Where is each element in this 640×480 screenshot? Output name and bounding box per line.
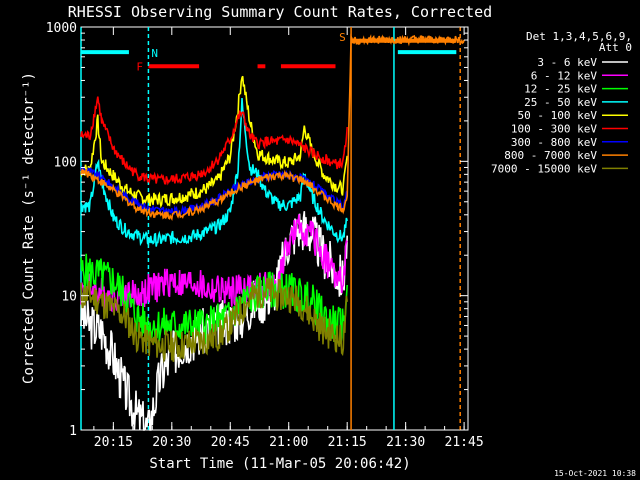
x-tick-label: 21:45	[445, 435, 484, 450]
series-line	[80, 214, 348, 313]
legend-label: 50 - 100 keV	[518, 109, 598, 122]
series-line	[80, 96, 348, 186]
series-line	[80, 97, 348, 247]
x-tick-label: 21:00	[269, 435, 308, 450]
y-tick-label: 10	[61, 290, 77, 305]
series-line	[80, 75, 348, 209]
y-tick-label: 1	[69, 424, 77, 439]
x-axis-label: Start Time (11-Mar-05 20:06:42)	[149, 456, 410, 472]
legend-label: 6 - 12 keV	[531, 69, 598, 82]
x-tick-label: 20:30	[152, 435, 191, 450]
series-line	[80, 33, 465, 222]
vertical-markers	[80, 27, 461, 430]
x-tick-label: 20:15	[94, 435, 133, 450]
legend-label: 12 - 25 keV	[524, 83, 597, 96]
x-tick-label: 21:30	[386, 435, 425, 450]
y-tick-label: 1000	[46, 21, 77, 36]
flag-label: F	[136, 60, 143, 73]
y-axis-label: Corrected Count Rate (s⁻¹ detector⁻¹)	[21, 72, 37, 384]
legend-label: 300 - 800 keV	[511, 136, 597, 149]
axes: 20:15 20:30 20:45 21:00 21:15 21:30 21:45 1 10 10…	[46, 21, 484, 450]
chart-title: RHESSI Observing Summary Count Rates, Co…	[68, 3, 492, 21]
legend-label: 100 - 300 keV	[511, 123, 597, 136]
flag-label: S	[339, 31, 346, 44]
legend-header: Att 0	[599, 41, 632, 54]
x-tick-label: 20:45	[211, 435, 250, 450]
legend-label: 7000 - 15000 keV	[491, 162, 597, 175]
legend-header: Det 1,3,4,5,6,9,	[526, 30, 632, 43]
series-line	[80, 277, 348, 364]
timestamp: 15-Oct-2021 10:38	[554, 469, 636, 478]
series-line	[80, 253, 348, 345]
legend-label: 3 - 6 keV	[537, 56, 597, 69]
legend-label: 25 - 50 keV	[524, 96, 597, 109]
flag-label: N	[151, 47, 158, 60]
series-group	[80, 33, 465, 431]
legend-label: 800 - 7000 keV	[504, 149, 597, 162]
x-tick-label: 21:15	[328, 435, 367, 450]
y-tick-label: 100	[54, 155, 77, 170]
series-line	[80, 165, 348, 217]
